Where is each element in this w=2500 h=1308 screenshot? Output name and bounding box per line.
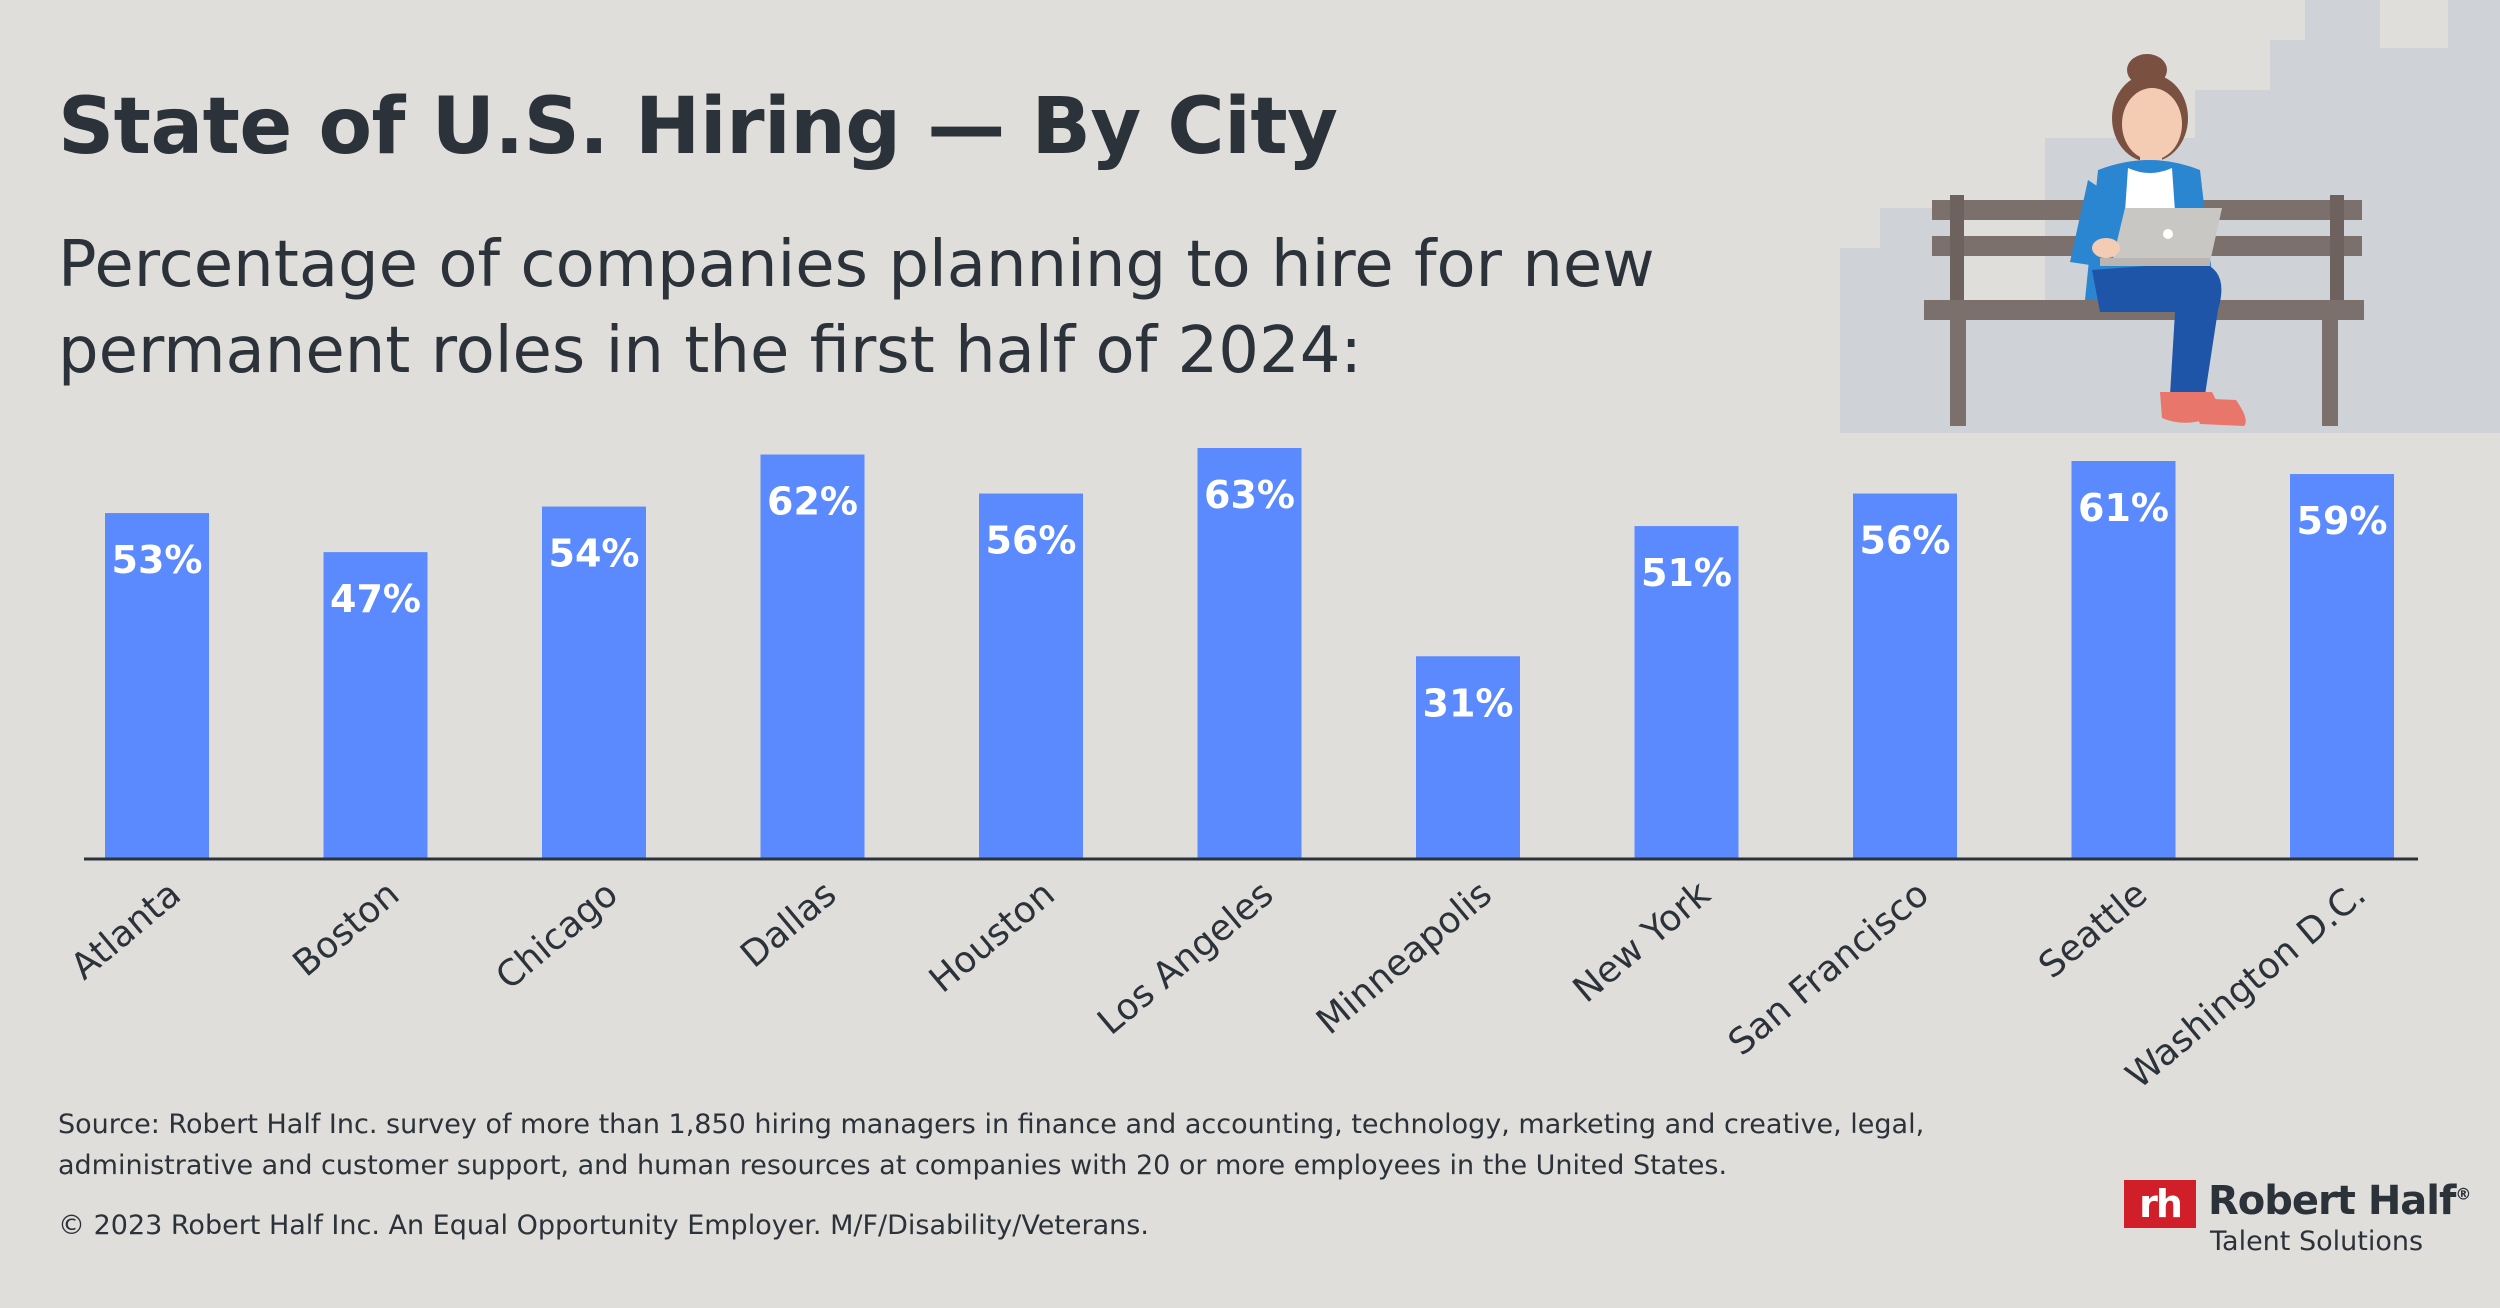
value-label-new-york: 51% <box>1641 551 1732 595</box>
x-tick-label-boston: Boston <box>286 873 408 984</box>
bar-chicago <box>542 506 646 858</box>
value-labels-group: 53% 47% 54% 62% 56% 63% 31% 51% 56% 61% 59% <box>112 473 2388 725</box>
value-label-san-francisco: 56% <box>1860 519 1951 563</box>
bar-new-york <box>1634 526 1739 858</box>
value-label-dallas: 62% <box>767 480 858 524</box>
x-tick-label-washington-d-c: Washington D.C. <box>2119 873 2374 1096</box>
value-label-washington-d-c: 59% <box>2297 499 2388 543</box>
x-tick-label-chicago: Chicago <box>489 873 626 997</box>
x-tick-label-atlanta: Atlanta <box>63 873 188 987</box>
bar-boston <box>323 552 428 858</box>
value-label-boston: 47% <box>330 577 421 621</box>
logo-name-text: Robert Half <box>2208 1178 2456 1224</box>
x-tick-labels-group: Atlanta Boston Chicago Dallas Houston Los Ang… <box>63 873 2373 1097</box>
value-label-los-angeles: 63% <box>1204 473 1295 517</box>
copyright-note: © 2023 Robert Half Inc. An Equal Opportu… <box>58 1210 1149 1241</box>
bar-san-francisco <box>1853 493 1957 858</box>
value-label-atlanta: 53% <box>112 538 203 582</box>
x-tick-label-san-francisco: San Francisco <box>1721 873 1937 1063</box>
bar-minneapolis <box>1416 656 1520 858</box>
x-tick-label-houston: Houston <box>922 873 1063 1001</box>
chart-subtitle: Percentage of companies planning to hire… <box>58 228 1655 388</box>
value-label-chicago: 54% <box>549 532 640 576</box>
x-tick-label-minneapolis: Minneapolis <box>1309 873 1500 1042</box>
page-title: State of U.S. Hiring — By City <box>58 82 1338 172</box>
logo-company-name: Robert Half® <box>2208 1178 2471 1224</box>
robert-half-logo: rh Robert Half® Talent Solutions <box>2124 1178 2471 1260</box>
bar-atlanta <box>105 513 209 858</box>
bars-group <box>105 448 2394 858</box>
x-tick-label-seattle: Seattle <box>2031 873 2155 986</box>
bar-washington-d-c <box>2290 474 2394 858</box>
source-note: Source: Robert Half Inc. survey of more … <box>58 1109 1925 1181</box>
x-tick-label-los-angeles: Los Angeles <box>1090 873 1281 1043</box>
value-label-seattle: 61% <box>2078 486 2169 530</box>
bar-houston <box>979 493 1083 858</box>
x-tick-label-dallas: Dallas <box>733 873 844 976</box>
bar-los-angeles <box>1197 448 1302 858</box>
x-tick-label-new-york: New York <box>1566 873 1719 1010</box>
bar-seattle <box>2071 461 2176 858</box>
registered-mark: ® <box>2455 1184 2471 1204</box>
bar-dallas <box>760 454 865 858</box>
value-label-minneapolis: 31% <box>1423 681 1514 725</box>
rh-logo-mark: rh <box>2124 1180 2196 1228</box>
woman-on-bench-with-laptop-icon <box>1924 54 2364 426</box>
value-label-houston: 56% <box>986 519 1077 563</box>
logo-tagline: Talent Solutions <box>2210 1226 2424 1257</box>
